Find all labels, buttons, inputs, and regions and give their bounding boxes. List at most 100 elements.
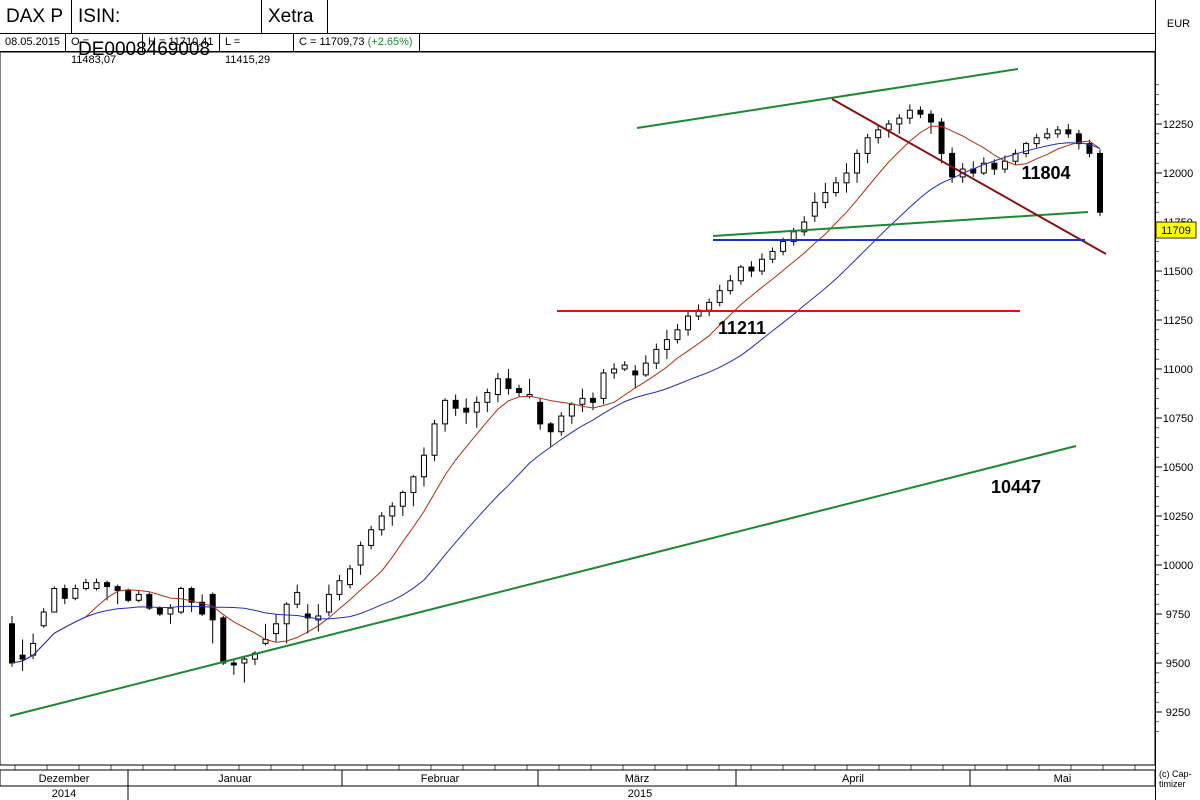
candle-body bbox=[336, 580, 343, 595]
candle-body bbox=[748, 266, 755, 272]
candle-body bbox=[431, 423, 438, 456]
candle-body bbox=[832, 182, 839, 194]
candle-body bbox=[104, 582, 111, 588]
candle-body bbox=[674, 329, 681, 341]
candle-body bbox=[896, 117, 903, 125]
candle-body bbox=[378, 515, 385, 531]
y-tick-label: 12250 bbox=[1163, 119, 1194, 131]
plot-frame bbox=[0, 51, 1156, 766]
candle-body bbox=[1001, 160, 1008, 170]
candle-body bbox=[885, 123, 892, 131]
moving-average-short bbox=[11, 125, 1101, 664]
month-label: Januar bbox=[218, 773, 252, 785]
ohlc-open: O = 11483,07 bbox=[66, 33, 143, 66]
candle-body bbox=[843, 172, 850, 184]
candle-body bbox=[9, 623, 15, 664]
candle-body bbox=[347, 568, 354, 586]
candle-body bbox=[283, 603, 290, 625]
candle-body bbox=[653, 348, 660, 364]
month-label: April bbox=[842, 773, 864, 785]
credit-label: (c) Cap- timizer bbox=[1159, 769, 1192, 789]
candle-body bbox=[494, 378, 501, 395]
month-label: Dezember bbox=[39, 773, 90, 785]
candle-body bbox=[167, 607, 174, 615]
candle-body bbox=[1033, 137, 1040, 145]
month-label: Mai bbox=[1054, 773, 1072, 785]
candle-body bbox=[178, 588, 185, 613]
candle-body bbox=[463, 407, 470, 413]
channel-upper-line bbox=[636, 68, 1019, 129]
candle-body bbox=[368, 529, 375, 546]
candle-body bbox=[125, 589, 132, 601]
credit-line-2: timizer bbox=[1159, 779, 1186, 789]
candle-body bbox=[547, 423, 554, 433]
candle-body bbox=[685, 315, 692, 331]
candle-body bbox=[114, 586, 121, 591]
ohlc-date: 08.05.2015 bbox=[0, 33, 66, 51]
candle-body bbox=[758, 258, 765, 272]
y-tick-label: 12000 bbox=[1163, 168, 1194, 180]
candle-body bbox=[917, 109, 924, 115]
candle-body bbox=[220, 617, 227, 664]
candle-body bbox=[991, 162, 998, 170]
candle-body bbox=[716, 290, 723, 303]
candle-body bbox=[1044, 133, 1051, 139]
candle-body bbox=[621, 364, 628, 370]
candle-body bbox=[811, 201, 818, 217]
candle-body bbox=[188, 588, 195, 603]
candle-body bbox=[93, 582, 100, 590]
y-tick-label: 10750 bbox=[1163, 413, 1194, 425]
y-tick-label: 9750 bbox=[1166, 609, 1190, 621]
candle-body bbox=[72, 588, 79, 599]
candle-body bbox=[304, 613, 311, 619]
candle-body bbox=[325, 593, 332, 613]
candle-body bbox=[568, 403, 575, 417]
candle-body bbox=[315, 615, 322, 621]
y-tick-label: 10250 bbox=[1163, 511, 1194, 523]
candle-body bbox=[473, 401, 480, 413]
annotation-11804: 11804 bbox=[1021, 163, 1070, 183]
candle-body bbox=[632, 370, 639, 376]
candle-body bbox=[801, 221, 808, 233]
candle-body bbox=[40, 611, 47, 627]
candle-body bbox=[389, 505, 396, 517]
candle-body bbox=[146, 593, 153, 609]
candle-body bbox=[1065, 129, 1072, 135]
ohlc-close-cell: C = 11709,73 (+2.65%) bbox=[294, 33, 420, 51]
candle-body bbox=[727, 280, 734, 292]
candle-body bbox=[822, 192, 829, 203]
annotation-11211: 11211 bbox=[718, 318, 766, 338]
candle-body bbox=[452, 399, 459, 409]
ohlc-low: L = 11415,29 bbox=[220, 33, 294, 66]
candle-body bbox=[1054, 129, 1061, 135]
month-label: März bbox=[625, 773, 649, 785]
candle-body bbox=[135, 593, 142, 601]
annotation-10447: 10447 bbox=[991, 477, 1041, 497]
year-label: 2014 bbox=[52, 788, 76, 800]
candle-body bbox=[558, 415, 565, 433]
candle-body bbox=[51, 588, 58, 613]
y-tick-label: 11500 bbox=[1163, 266, 1193, 278]
candle-body bbox=[399, 491, 406, 507]
current-price-label: 11709 bbox=[1161, 225, 1191, 237]
candle-body bbox=[82, 582, 89, 590]
candle-body bbox=[516, 388, 523, 394]
candle-body bbox=[1012, 152, 1019, 162]
candle-body bbox=[611, 368, 618, 374]
candle-body bbox=[1075, 133, 1082, 145]
candle-body bbox=[442, 399, 449, 425]
ohlc-close: C = 11709,73 bbox=[299, 36, 365, 48]
candle-body bbox=[579, 397, 586, 405]
ohlc-bar: 08.05.2015 O = 11483,07 H = 11710,41 L =… bbox=[0, 33, 1155, 66]
candle-body bbox=[410, 476, 417, 493]
candle-body bbox=[61, 588, 68, 599]
channel-lower-line bbox=[712, 211, 1089, 237]
y-tick-label: 11250 bbox=[1163, 315, 1193, 327]
isin-label: ISIN: DE0008469008 bbox=[72, 0, 262, 60]
candle-body bbox=[230, 662, 237, 666]
y-tick-label: 9250 bbox=[1166, 707, 1190, 719]
candle-body bbox=[600, 372, 607, 399]
candle-body bbox=[706, 301, 713, 311]
month-label: Februar bbox=[421, 773, 460, 785]
